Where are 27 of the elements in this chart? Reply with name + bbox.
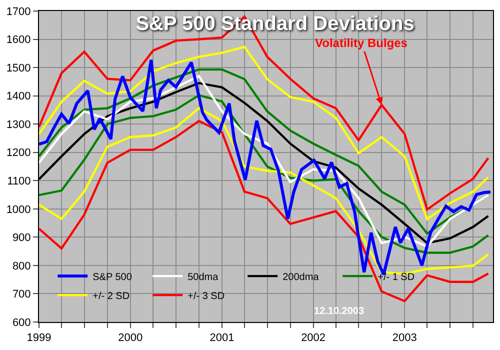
legend-label: S&P 500 <box>92 272 132 283</box>
legend-label: +/- 1 SD <box>378 272 415 283</box>
y-tick-label: 1300 <box>6 118 31 131</box>
y-tick-label: 1400 <box>6 90 31 103</box>
legend-label: 50dma <box>188 272 219 283</box>
annotation: 12.10.2003 <box>314 306 364 317</box>
y-tick-label: 1600 <box>6 34 31 46</box>
y-tick-label: 900 <box>12 232 31 244</box>
y-tick-label: 1200 <box>6 147 31 160</box>
y-tick-label: 1700 <box>6 6 31 18</box>
legend-label: +/- 2 SD <box>92 290 130 302</box>
y-tick-label: 700 <box>12 288 31 301</box>
y-tick-label: 1100 <box>7 175 31 188</box>
x-tick-label: 1999 <box>26 332 52 344</box>
legend-label: 200dma <box>282 272 320 283</box>
y-tick-label: 1500 <box>6 62 31 74</box>
y-tick-label: 1000 <box>6 204 31 216</box>
legend-label: +/- 3 SD <box>188 290 225 302</box>
line-series <box>39 16 490 211</box>
x-tick-label: 2003 <box>392 332 417 344</box>
y-tick-label: 600 <box>12 316 31 329</box>
annotation: Volatility Bulges <box>315 36 408 50</box>
x-tick-label: 2002 <box>301 332 326 344</box>
x-tick-label: 2001 <box>210 332 234 344</box>
x-tick-label: 2000 <box>118 332 143 344</box>
line-series <box>39 120 490 302</box>
y-tick-label: 800 <box>12 260 31 272</box>
